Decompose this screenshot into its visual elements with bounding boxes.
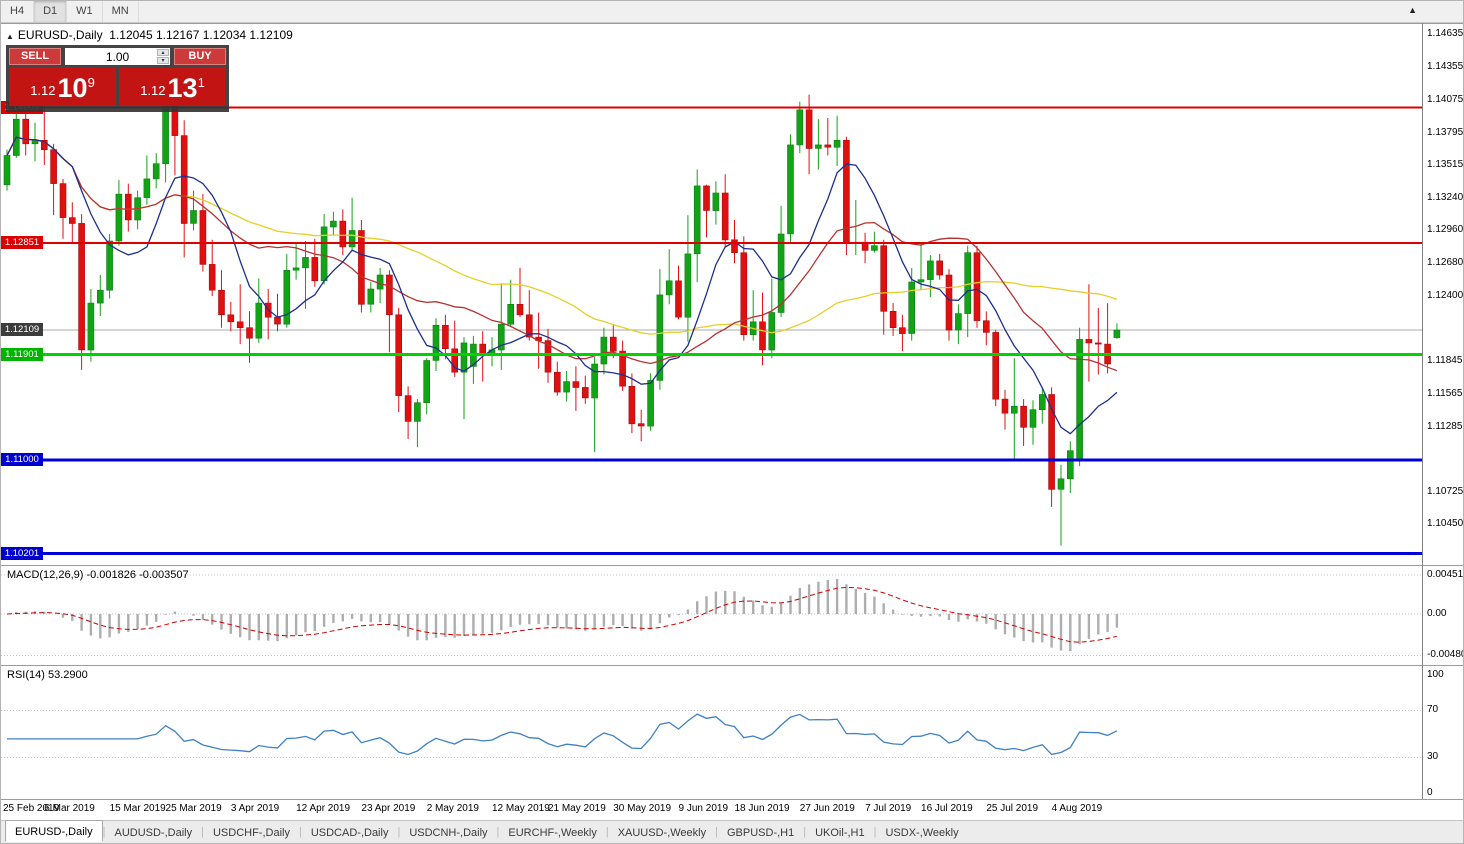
tab-eurusd-daily[interactable]: EURUSD-,Daily [5, 820, 103, 842]
ask-price-pipette: 1 [197, 75, 205, 90]
tab-separator: | [605, 826, 609, 838]
volume-value[interactable]: 1.00 [105, 49, 130, 64]
timeframe-toolbar: H4 D1 W1 MN [1, 1, 1463, 23]
timeframe-button-mn[interactable]: MN [103, 1, 139, 22]
tab-audusd-daily[interactable]: AUDUSD-,Daily [114, 826, 193, 839]
macd-histogram [15, 578, 1119, 651]
tab-separator: | [803, 826, 807, 838]
bid-price-display[interactable]: 1.12 10 9 [9, 67, 116, 106]
bid-price-prefix: 1.12 [30, 83, 56, 98]
bid-price-pipette: 9 [87, 75, 95, 90]
chart-title: ▲ EURUSD-,Daily 1.12045 1.12167 1.12034 1… [6, 28, 293, 42]
ask-price-display[interactable]: 1.12 13 1 [119, 67, 226, 106]
volume-decrease-button[interactable]: ▾ [157, 57, 169, 64]
tab-ukoil-h1[interactable]: UKOil-,H1 [815, 826, 865, 839]
ask-price-prefix: 1.12 [140, 83, 166, 98]
chart-background[interactable] [1, 23, 1464, 821]
bid-price-big: 10 [57, 73, 88, 103]
timeframe-button-h4[interactable]: H4 [1, 1, 35, 22]
rsi-indicator-label: RSI(14) 53.2900 [7, 669, 88, 681]
timeframe-button-w1[interactable]: W1 [67, 1, 103, 22]
buy-button[interactable]: BUY [174, 48, 226, 65]
tab-xauusd-weekly[interactable]: XAUUSD-,Weekly [617, 826, 707, 839]
sell-button[interactable]: SELL [9, 48, 61, 65]
chart-shift-marker[interactable]: ▲ [1408, 5, 1417, 15]
chart-ohlc-values: 1.12045 1.12167 1.12034 1.12109 [109, 28, 293, 42]
tab-gbpusd-h1[interactable]: GBPUSD-,H1 [726, 826, 795, 839]
tab-usdx-weekly[interactable]: USDX-,Weekly [885, 826, 959, 839]
chart-symbol-label: EURUSD-,Daily [17, 28, 103, 42]
candlesticks [3, 64, 1121, 546]
tab-separator: | [715, 826, 718, 838]
tab-usdcnh-daily[interactable]: USDCNH-,Daily [409, 826, 488, 839]
level-line-handle[interactable] [2, 550, 8, 557]
tab-separator: | [298, 826, 302, 838]
tab-usdcad-daily[interactable]: USDCAD-,Daily [310, 826, 389, 839]
volume-increase-button[interactable]: ▴ [157, 49, 169, 56]
level-line-handle[interactable] [2, 351, 8, 358]
macd-indicator-label: MACD(12,26,9) -0.001826 -0.003507 [7, 569, 189, 581]
collapse-trade-panel-icon[interactable]: ▲ [6, 32, 14, 41]
tab-separator: | [102, 826, 106, 838]
tab-separator: | [496, 826, 500, 838]
one-click-trading-panel: SELL 1.00 ▴ ▾ BUY 1.12 10 9 1.12 13 1 [6, 45, 229, 112]
chart-tab-bar: EURUSD-,Daily | AUDUSD-,Daily | USDCHF-,Dail… [1, 820, 1463, 843]
tab-separator: | [201, 826, 204, 838]
ask-price-big: 13 [167, 73, 198, 103]
tab-usdchf-daily[interactable]: USDCHF-,Daily [212, 826, 290, 839]
tab-separator: | [873, 826, 877, 838]
timeframe-button-d1[interactable]: D1 [34, 1, 68, 22]
level-line-handle[interactable] [2, 457, 8, 464]
tab-eurchf-weekly[interactable]: EURCHF-,Weekly [508, 826, 597, 839]
tab-separator: | [397, 826, 401, 838]
volume-input[interactable]: 1.00 ▴ ▾ [65, 48, 170, 65]
